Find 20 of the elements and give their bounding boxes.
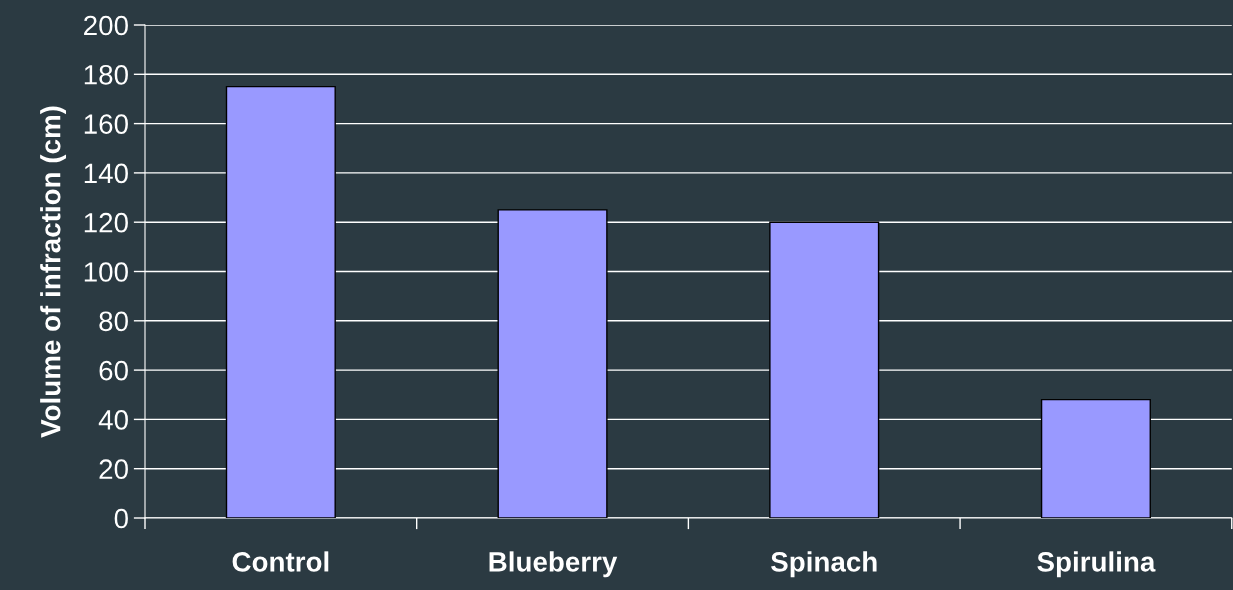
y-tick-label: 20: [99, 459, 128, 480]
bar: [769, 221, 880, 518]
bar: [225, 85, 336, 518]
x-tick-label: Spirulina: [1037, 551, 1156, 578]
y-tick-label: 200: [84, 15, 128, 36]
bar: [497, 209, 608, 518]
y-tick-label: 0: [114, 508, 128, 529]
y-tick-label: 140: [84, 163, 128, 184]
y-tick-label: 160: [84, 114, 128, 134]
y-tick-label: 180: [84, 64, 128, 85]
y-tick-label: 120: [84, 212, 128, 233]
y-tick-label: 40: [98, 410, 128, 430]
x-tick-label: Blueberry: [489, 551, 618, 578]
x-tick-label: Spinach: [771, 551, 877, 578]
y-axis-title: Volume of infraction (cm): [40, 106, 67, 438]
y-tick-label: 80: [99, 311, 128, 332]
bar: [1040, 398, 1151, 518]
y-tick-label: 100: [84, 262, 128, 282]
y-tick-label: 60: [99, 360, 128, 381]
x-tick-label: Control: [232, 551, 329, 572]
